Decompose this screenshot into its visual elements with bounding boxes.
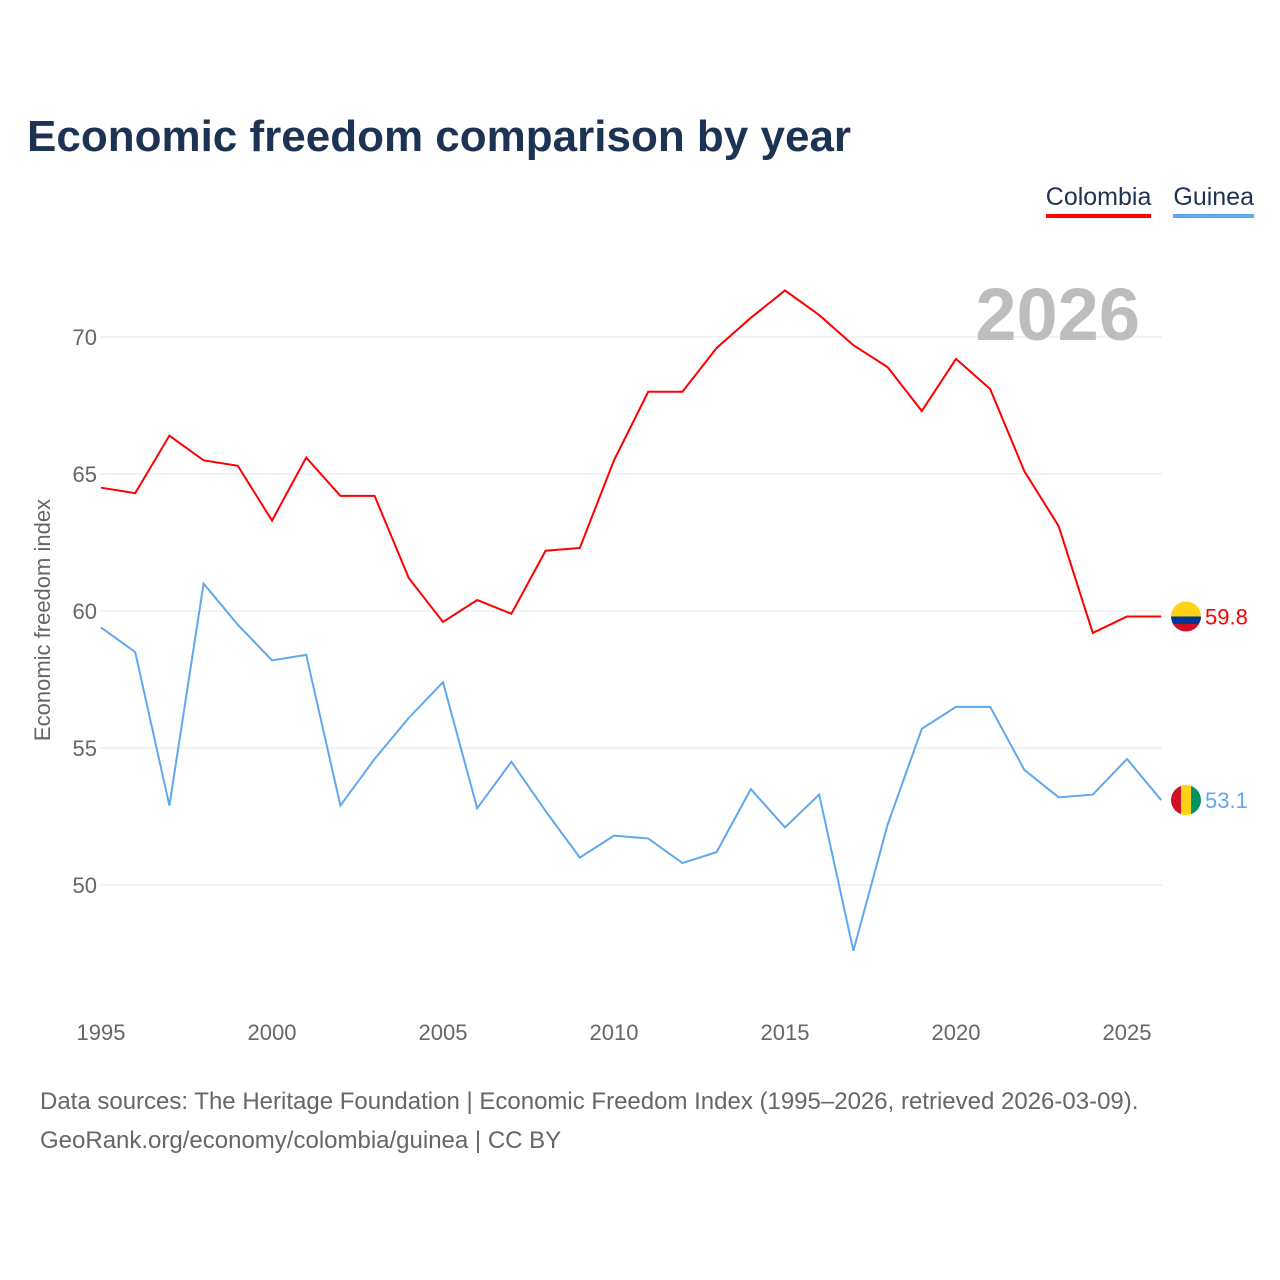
y-tick-label: 50	[73, 873, 97, 898]
legend: Colombia Guinea	[1045, 183, 1254, 218]
flag-icon-guinea	[1171, 785, 1201, 816]
footer-sources: Data sources: The Heritage Foundation | …	[40, 1088, 1139, 1115]
x-tick-label: 2015	[761, 1020, 810, 1045]
y-axis-label: Economic freedom index	[30, 499, 55, 741]
legend-colombia[interactable]: Colombia	[1045, 183, 1152, 218]
flag-icon-colombia	[1171, 601, 1201, 632]
end-value-label-colombia: 59.8	[1205, 604, 1248, 629]
series-line-guinea	[100, 581, 1162, 952]
x-tick-label: 2010	[590, 1020, 639, 1045]
series-line-colombia	[100, 289, 1162, 635]
year-label: 2026	[975, 273, 1140, 356]
chart-title: Economic freedom comparison by year	[27, 112, 852, 161]
end-value-label-guinea: 53.1	[1205, 788, 1248, 813]
footer-link[interactable]: GeoRank.org/economy/colombia/guinea | CC…	[40, 1127, 562, 1154]
y-tick-label: 65	[73, 462, 97, 487]
x-tick-label: 2020	[932, 1020, 981, 1045]
x-tick-label: 2000	[248, 1020, 297, 1045]
legend-guinea[interactable]: Guinea	[1173, 183, 1254, 218]
x-tick-label: 2025	[1103, 1020, 1152, 1045]
y-tick-label: 70	[73, 325, 97, 350]
y-tick-label: 60	[73, 599, 97, 624]
x-tick-label: 2005	[419, 1020, 468, 1045]
y-tick-label: 55	[73, 736, 97, 761]
x-tick-label: 1995	[77, 1020, 126, 1045]
